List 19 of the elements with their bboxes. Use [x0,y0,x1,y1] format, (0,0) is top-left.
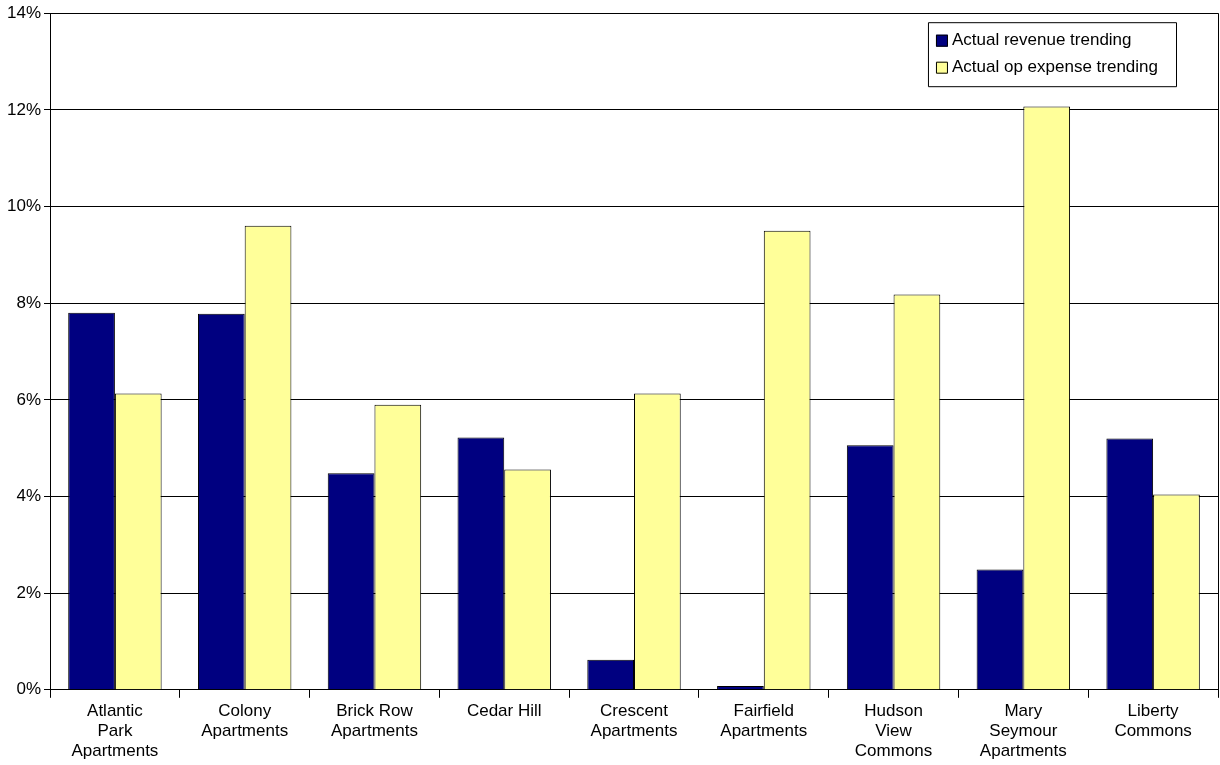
y-tick-label: 8% [16,292,42,312]
x-tick-label: Liberty Commons [1114,700,1192,741]
x-tick-label: Hudson View Commons [854,700,933,761]
x-tick-label: Mary Seymour Apartments [979,700,1067,761]
x-tick-label: Cedar Hill [466,700,542,720]
x-tick-label: Fairfield Apartments [720,700,808,741]
x-tick-label: Atlantic Park Apartments [71,700,159,761]
x-tick-label: Crescent Apartments [590,700,678,741]
legend-label: Actual op expense trending [951,57,1159,77]
legend-label: Actual revenue trending [951,30,1132,50]
y-tick-label: 6% [16,389,42,409]
y-tick-label: 14% [6,2,42,22]
y-tick-label: 4% [16,486,42,506]
y-tick-label: 0% [16,679,42,699]
x-tick-label: Colony Apartments [201,700,289,741]
x-tick-label: Brick Row Apartments [330,700,418,741]
y-tick-label: 2% [16,582,42,602]
y-tick-label: 10% [6,196,42,216]
y-tick-label: 12% [6,99,42,119]
